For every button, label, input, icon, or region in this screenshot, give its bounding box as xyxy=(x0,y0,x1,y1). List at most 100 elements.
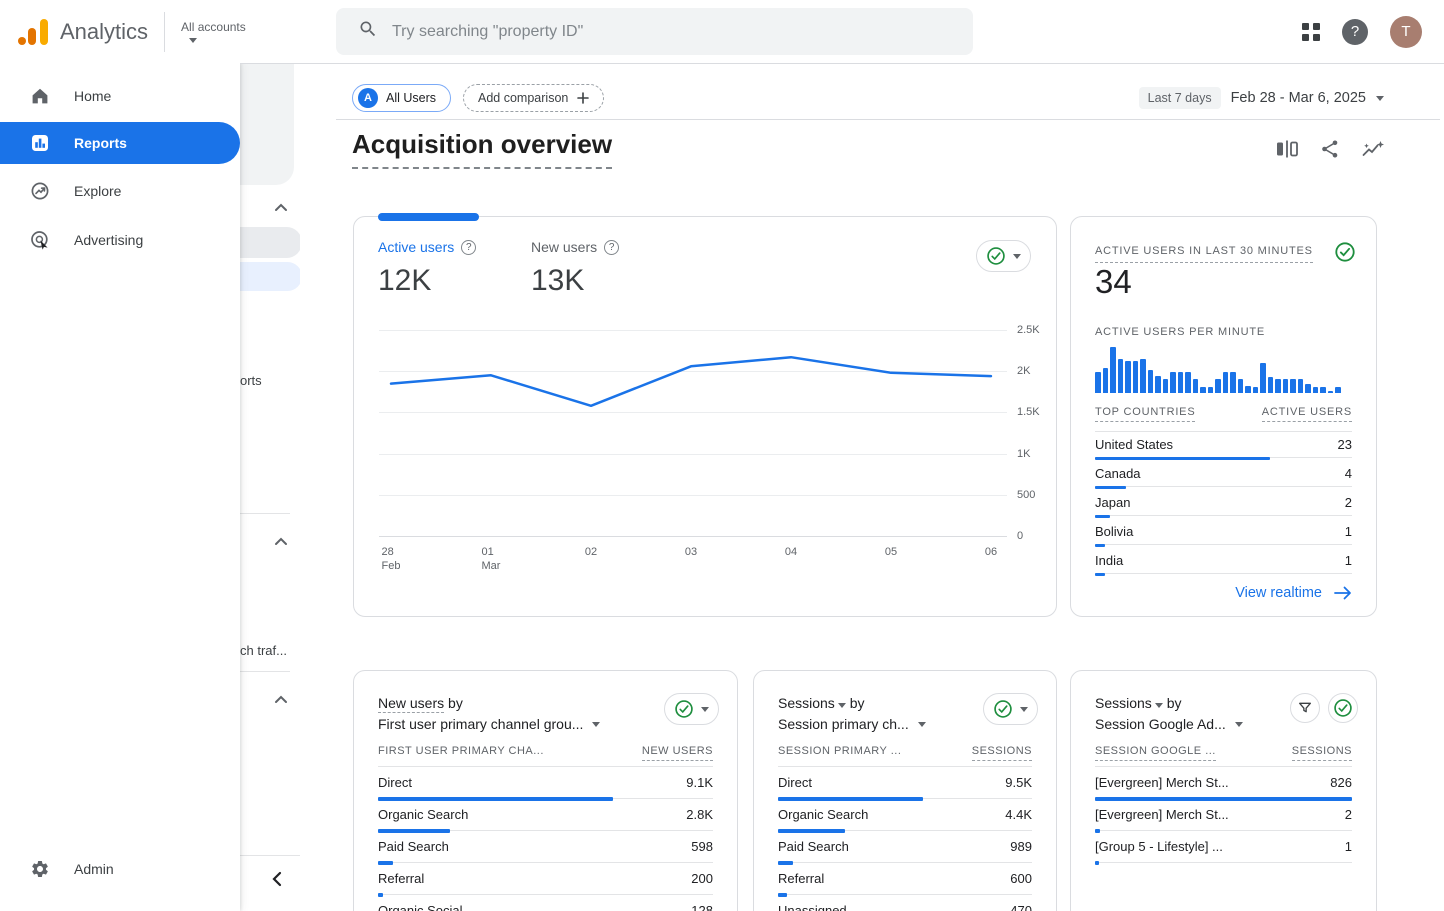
dimension-label: First user primary channel grou... xyxy=(378,716,584,732)
minute-bar xyxy=(1275,379,1281,393)
chevron-up-icon[interactable] xyxy=(274,693,288,705)
y-axis-tick-label: 1K xyxy=(1017,447,1031,460)
sidebar-item-reports[interactable]: Reports xyxy=(0,122,240,164)
row-separator xyxy=(1095,573,1352,576)
chevron-up-icon[interactable] xyxy=(274,535,288,547)
add-comparison-label: Add comparison xyxy=(478,91,569,105)
view-realtime-label: View realtime xyxy=(1235,585,1322,601)
date-range-picker[interactable]: Last 7 days Feb 28 - Mar 6, 2025 xyxy=(1138,87,1384,109)
row-label: Direct xyxy=(778,775,812,790)
chevron-down-icon xyxy=(837,703,846,708)
account-switcher[interactable]: All accounts xyxy=(181,20,246,43)
help-tooltip-icon[interactable]: ? xyxy=(604,239,620,255)
nav-peek-label[interactable]: ch traf... xyxy=(240,643,287,658)
collapsed-nav-strip: orts ch traf... xyxy=(240,63,302,911)
row-label: Paid Search xyxy=(378,839,449,854)
metric-selector[interactable]: Sessions xyxy=(778,695,835,711)
help-icon[interactable]: ? xyxy=(1342,18,1368,45)
data-quality-menu[interactable] xyxy=(976,240,1031,272)
metric-label[interactable]: Active users ? xyxy=(378,239,477,255)
sidebar-item-label: Explore xyxy=(74,183,122,199)
row-value-bar xyxy=(378,829,451,833)
minute-bar xyxy=(1222,372,1228,393)
data-quality-menu[interactable] xyxy=(664,693,719,725)
row-value: 826 xyxy=(1330,775,1352,790)
share-icon[interactable] xyxy=(1320,139,1340,159)
row-label: Japan xyxy=(1095,495,1131,510)
minute-bar xyxy=(1335,387,1341,393)
table-row: Direct 9.1K xyxy=(378,767,713,801)
help-tooltip-icon[interactable]: ? xyxy=(461,239,477,255)
avatar[interactable]: T xyxy=(1390,15,1422,48)
realtime-card: ACTIVE USERS IN LAST 30 MINUTES 34 ACTIV… xyxy=(1070,216,1377,617)
sidebar-item-label: Home xyxy=(74,88,112,104)
row-separator xyxy=(778,861,1032,865)
row-value: 128 xyxy=(691,903,713,911)
minute-bar xyxy=(1140,358,1146,393)
row-value-bar xyxy=(1095,573,1106,576)
search-bar[interactable] xyxy=(336,8,973,55)
column-metric[interactable]: SESSIONS xyxy=(971,745,1032,761)
metric-new-users: New users ? 13K xyxy=(531,239,620,298)
gridline xyxy=(379,371,1007,373)
nav-peek-item-selected[interactable] xyxy=(240,262,302,291)
table-row-line: Organic Social 128 xyxy=(378,895,713,911)
dimension-selector[interactable]: Session primary ch... xyxy=(778,714,926,735)
all-users-chip[interactable]: A All Users xyxy=(352,84,452,112)
row-separator xyxy=(378,861,713,865)
sidebar-item-admin[interactable]: Admin xyxy=(0,848,240,890)
row-separator xyxy=(1095,457,1352,460)
table-row-line: [Evergreen] Merch St... 2 xyxy=(1095,799,1352,822)
column-metric[interactable]: NEW USERS xyxy=(641,745,713,761)
view-realtime-link[interactable]: View realtime xyxy=(1235,585,1352,601)
x-axis-tick-label: 06 xyxy=(984,546,998,558)
column-dimension[interactable]: SESSION GOOGLE ... xyxy=(1095,745,1216,761)
insights-icon[interactable] xyxy=(1362,140,1385,159)
compare-reports-icon[interactable] xyxy=(1276,140,1298,158)
column-dimension[interactable]: FIRST USER PRIMARY CHA... xyxy=(378,745,544,757)
collapse-nav-icon[interactable] xyxy=(270,871,284,887)
nav-peek-item[interactable] xyxy=(240,227,302,258)
date-range-text: Feb 28 - Mar 6, 2025 xyxy=(1230,90,1366,106)
chevron-up-icon[interactable] xyxy=(274,201,288,213)
row-value-bar xyxy=(1095,829,1101,833)
row-label: Organic Search xyxy=(378,807,469,822)
sidebar-item-home[interactable]: Home xyxy=(0,75,240,117)
table-row-line: Referral 600 xyxy=(778,863,1032,886)
check-circle-icon[interactable] xyxy=(1334,241,1356,268)
metric-selector[interactable]: New users xyxy=(378,695,445,713)
row-label: [Evergreen] Merch St... xyxy=(1095,807,1229,822)
add-comparison-button[interactable]: Add comparison xyxy=(463,84,605,112)
row-value: 2 xyxy=(1344,495,1352,510)
x-axis-tick-label: 04 xyxy=(784,546,798,558)
search-input[interactable] xyxy=(392,22,951,41)
search-icon xyxy=(358,19,378,44)
dimension-selector[interactable]: First user primary channel grou... xyxy=(378,714,601,735)
metric-selector[interactable]: Sessions xyxy=(1095,695,1152,711)
table-row: Japan 2 xyxy=(1095,487,1352,518)
minute-bar xyxy=(1260,363,1266,393)
row-value-bar xyxy=(1095,457,1270,460)
column-dimension[interactable]: SESSION PRIMARY ... xyxy=(778,745,902,757)
minute-bar xyxy=(1162,379,1168,393)
sidebar-item-explore[interactable]: Explore xyxy=(0,170,240,212)
table-row-line: United States 23 xyxy=(1095,429,1352,452)
gridline xyxy=(379,453,1007,455)
metric-label[interactable]: New users ? xyxy=(531,239,620,255)
data-quality-menu[interactable] xyxy=(983,693,1038,725)
filter-icon[interactable] xyxy=(1290,693,1320,723)
check-circle-icon[interactable] xyxy=(1328,693,1358,723)
apps-grid-icon[interactable] xyxy=(1302,22,1320,41)
dimension-selector[interactable]: Session Google Ad... xyxy=(1095,714,1243,735)
row-label: United States xyxy=(1095,437,1174,452)
minute-bar xyxy=(1170,372,1176,393)
table-row: Referral 200 xyxy=(378,863,713,897)
column-metric[interactable]: SESSIONS xyxy=(1291,745,1352,761)
row-separator xyxy=(778,797,1032,801)
sidebar-item-advertising[interactable]: Advertising xyxy=(0,219,240,261)
row-label: Unassigned xyxy=(778,903,847,911)
nav-peek-label[interactable]: orts xyxy=(240,373,262,388)
row-value-bar xyxy=(1095,544,1106,547)
card-title: Sessions by Session Google Ad... xyxy=(1095,693,1243,735)
